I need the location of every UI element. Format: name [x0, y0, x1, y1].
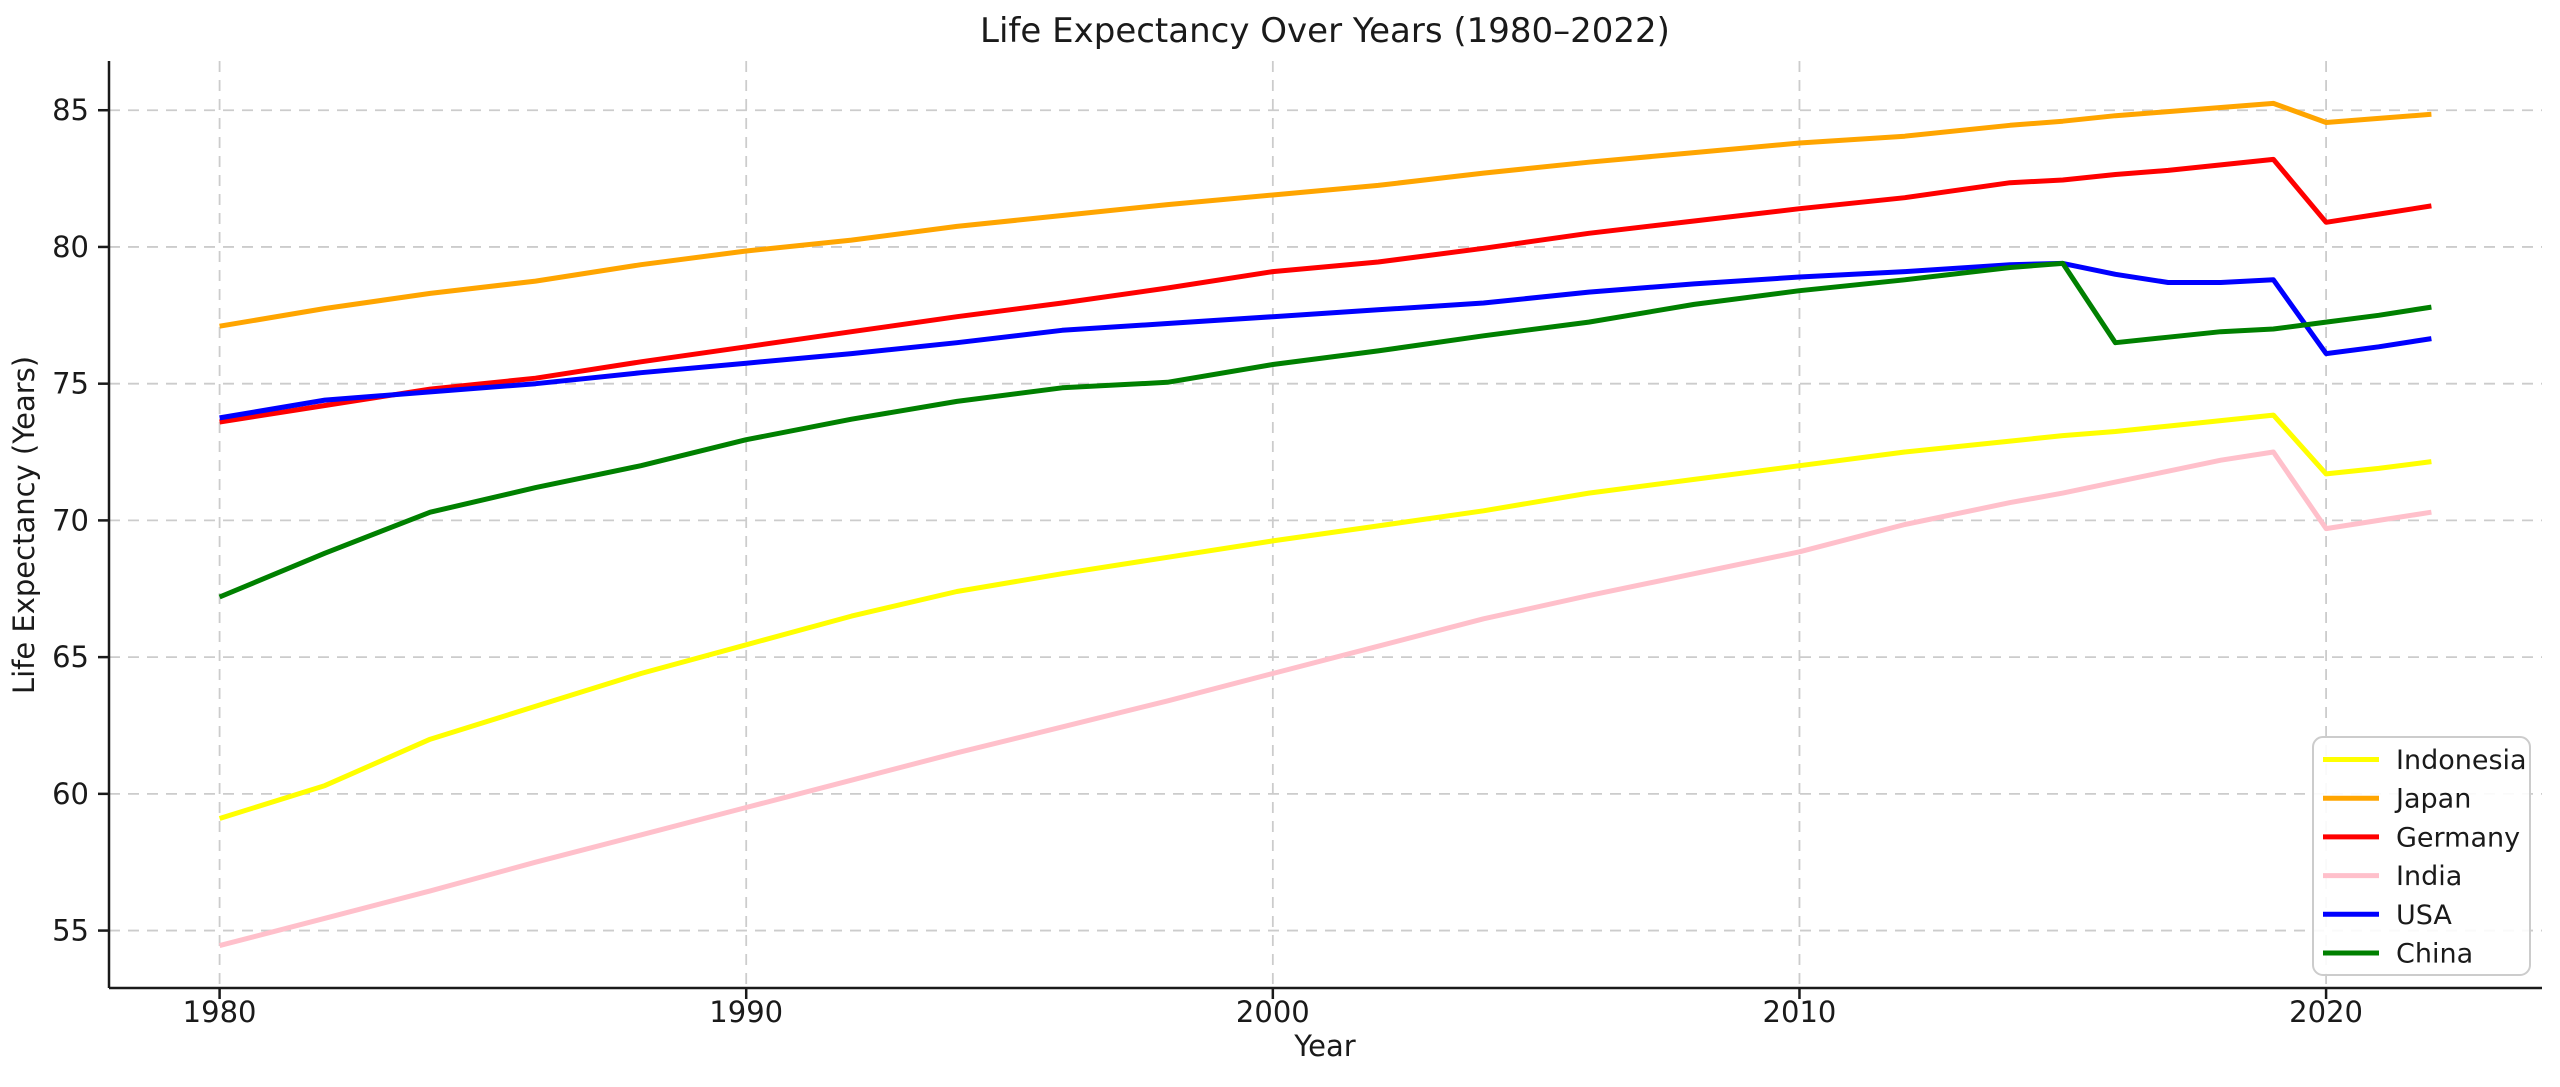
y-tick-label: 80	[52, 230, 89, 264]
series-line-india	[218, 449, 2432, 949]
x-tick-label: 2020	[2289, 995, 2363, 1029]
y-tick-label: 55	[52, 914, 89, 948]
y-tick-label: 60	[52, 777, 89, 811]
y-tick-label: 70	[52, 503, 89, 537]
data-series	[218, 100, 2432, 949]
series-line-china	[218, 260, 2432, 600]
y-tick-label: 65	[52, 640, 89, 674]
x-axis-label: Year	[1293, 1029, 1355, 1063]
y-tick-label: 85	[52, 93, 89, 127]
legend-label-india: India	[2396, 861, 2462, 892]
legend-label-usa: USA	[2396, 900, 2452, 931]
legend-label-japan: Japan	[2394, 784, 2471, 815]
legend-label-germany: Germany	[2396, 822, 2520, 853]
y-axis-label: Life Expectancy (Years)	[7, 356, 41, 694]
x-tick-label: 2010	[1763, 995, 1837, 1029]
x-tick-label: 1990	[709, 995, 783, 1029]
legend: Indonesia Japan Germany India USA China	[2312, 736, 2531, 976]
x-tick-label: 1980	[183, 995, 257, 1029]
tick-labels: 1980 1990 2000 2010 2020 55 60 65 70 75 80 85	[52, 93, 2363, 1029]
gridlines	[109, 61, 2542, 988]
axis-ticks	[98, 108, 2328, 999]
series-line-usa	[219, 260, 2432, 421]
x-tick-label: 2000	[1236, 995, 1310, 1029]
series-line-japan	[219, 100, 2432, 329]
legend-label-china: China	[2396, 939, 2473, 970]
axes-spines	[107, 61, 2542, 990]
series-line-indonesia	[218, 412, 2432, 821]
chart-title: Life Expectancy Over Years (1980–2022)	[980, 11, 1670, 51]
legend-label-indonesia: Indonesia	[2396, 745, 2527, 776]
series-line-germany	[219, 156, 2432, 425]
y-tick-label: 75	[52, 367, 89, 401]
